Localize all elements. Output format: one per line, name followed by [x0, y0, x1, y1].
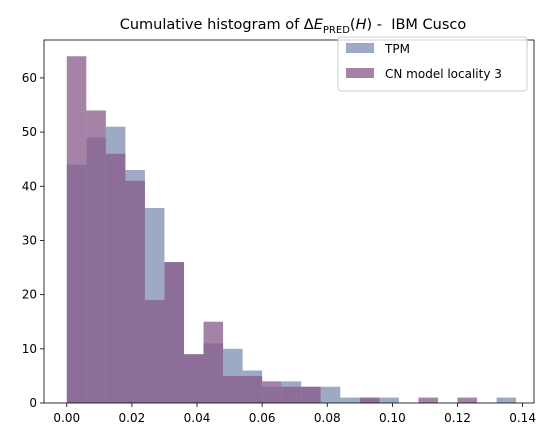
y-tick-label: 0: [29, 396, 37, 410]
title-arg: H: [356, 17, 367, 33]
x-tick-label: 0.08: [314, 411, 341, 425]
title-symbol: E: [314, 17, 324, 33]
bar-series1-bin3: [125, 180, 145, 403]
x-tick-label: 0.06: [249, 411, 276, 425]
bar-series1-bin5: [164, 262, 184, 403]
legend-box: [337, 36, 528, 92]
title-prefix: Cumulative histogram of: [120, 17, 304, 33]
x-tick-label: 0.04: [184, 411, 211, 425]
legend-label-tpm: TPM: [384, 42, 410, 56]
x-axis: 0.00 0.02 0.04 0.06 0.08 0.10 0.12 0.14: [53, 403, 536, 425]
title-delta: Δ: [304, 17, 314, 33]
bar-series1-bin14: [418, 397, 438, 403]
x-tick-label: 0.14: [509, 411, 536, 425]
y-tick-label: 60: [22, 71, 37, 85]
x-tick-label: 0.10: [379, 411, 406, 425]
y-tick-label: 10: [22, 342, 37, 356]
bar-series0-bin16: [379, 397, 399, 403]
title-close-paren: ): [366, 17, 372, 33]
x-tick-label: 0.00: [53, 411, 80, 425]
bar-series1-bin2: [105, 153, 126, 403]
legend-label-cn-model: CN model locality 3: [385, 67, 502, 81]
y-tick-label: 30: [22, 233, 37, 247]
histogram-bars: [66, 56, 517, 404]
x-tick-label: 0.02: [119, 411, 146, 425]
y-tick-label: 20: [22, 288, 37, 302]
x-tick-label: 0.12: [444, 411, 471, 425]
legend-swatch-cn-model: [346, 68, 374, 78]
bar-series1-bin0: [66, 56, 87, 404]
chart-title: Cumulative histogram of ΔEPRED(H) - IBM …: [120, 17, 467, 36]
plot-frame: [43, 39, 535, 404]
bar-series1-bin12: [301, 386, 321, 403]
bar-series1-bin9: [242, 375, 263, 403]
bar-series1-bin7: [203, 321, 224, 403]
bar-series1-bin13: [359, 397, 380, 403]
bar-series1-bin1: [86, 110, 106, 404]
bar-series0-bin17: [496, 397, 517, 403]
bar-series1-bin10: [262, 381, 282, 403]
bar-series1-bin8: [223, 375, 243, 403]
bar-series0-bin13: [320, 386, 341, 403]
legend: TPM CN model locality 3: [337, 36, 528, 92]
title-open-paren: (: [350, 17, 356, 33]
title-suffix: - IBM Cusco: [372, 17, 466, 33]
y-axis: 0 10 20 30 40 50 60: [22, 71, 44, 410]
title-subscript: PRED: [323, 25, 350, 36]
bar-series1-bin11: [281, 386, 302, 403]
y-tick-label: 40: [22, 179, 37, 193]
legend-swatch-tpm: [346, 43, 374, 53]
y-tick-label: 50: [22, 125, 37, 139]
bar-series1-bin6: [184, 354, 204, 403]
bar-series0-bin14: [340, 397, 360, 403]
bar-series1-bin4: [144, 300, 165, 403]
bar-series1-bin15: [457, 397, 478, 403]
